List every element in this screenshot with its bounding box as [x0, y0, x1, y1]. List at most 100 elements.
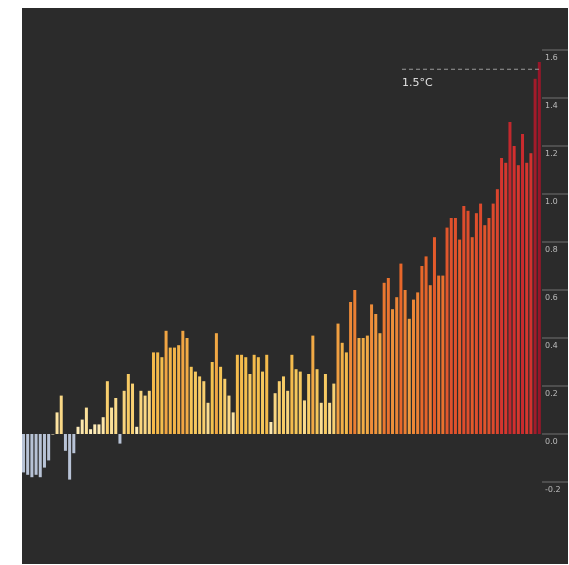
bar-58 — [265, 354, 269, 434]
bar-123 — [537, 62, 541, 434]
bar-94 — [416, 292, 420, 434]
bar-107 — [470, 237, 474, 434]
y-tick-label-2: 0.2 — [545, 389, 558, 398]
bar-26 — [131, 383, 135, 434]
bar-81 — [361, 338, 365, 434]
bar-106 — [466, 210, 470, 434]
y-tick-label-1: 0.0 — [545, 437, 558, 446]
bar-72 — [323, 374, 327, 434]
bar-41 — [193, 371, 197, 434]
bar-37 — [177, 345, 181, 434]
bar-92 — [407, 318, 411, 434]
bar-71 — [319, 402, 323, 434]
bar-76 — [340, 342, 344, 434]
bar-62 — [282, 376, 285, 434]
bar-91 — [403, 290, 407, 434]
bar-75 — [336, 323, 340, 434]
bar-5 — [42, 434, 46, 468]
bar-28 — [139, 390, 143, 434]
bar-34 — [164, 330, 168, 434]
bar-49 — [227, 395, 231, 434]
bar-86 — [382, 282, 386, 434]
bar-63 — [286, 390, 290, 434]
bar-119 — [521, 134, 525, 434]
bar-98 — [432, 237, 436, 434]
bar-7 — [51, 434, 55, 435]
bar-20 — [105, 381, 109, 434]
bar-25 — [126, 374, 130, 434]
bar-95 — [420, 266, 424, 434]
y-tick-label-4: 0.6 — [545, 293, 558, 302]
bar-100 — [441, 275, 445, 434]
bar-84 — [374, 314, 378, 434]
bar-64 — [290, 354, 294, 434]
bar-15 — [84, 407, 88, 434]
bar-108 — [474, 213, 478, 434]
bar-88 — [391, 309, 395, 434]
bar-97 — [428, 285, 432, 434]
bar-43 — [202, 381, 206, 434]
bar-110 — [483, 225, 487, 434]
bar-68 — [307, 374, 311, 434]
bar-36 — [172, 347, 176, 434]
bar-112 — [491, 203, 495, 434]
bar-101 — [445, 227, 449, 434]
bar-52 — [240, 354, 244, 434]
y-tick-label-6: 1.0 — [545, 197, 558, 206]
bar-38 — [181, 330, 185, 434]
bar-102 — [449, 218, 453, 434]
bar-54 — [248, 374, 252, 434]
bar-117 — [512, 146, 516, 434]
bar-6 — [47, 434, 51, 461]
y-tick-label-7: 1.2 — [545, 149, 558, 158]
bar-74 — [332, 383, 336, 434]
bar-14 — [80, 419, 84, 434]
bar-48 — [223, 378, 227, 434]
bar-39 — [185, 338, 189, 434]
threshold-label: 1.5°C — [402, 76, 433, 89]
bar-53 — [244, 357, 248, 434]
bar-18 — [97, 424, 101, 434]
bar-30 — [147, 390, 151, 434]
bar-17 — [93, 424, 97, 434]
bar-78 — [349, 302, 353, 434]
bar-55 — [252, 354, 256, 434]
bar-42 — [198, 376, 202, 434]
bar-0 — [22, 434, 25, 473]
bar-83 — [370, 304, 374, 434]
bar-22 — [114, 398, 118, 434]
y-tick-label-3: 0.4 — [545, 341, 558, 350]
bar-70 — [315, 369, 319, 434]
bar-113 — [495, 189, 499, 434]
bar-59 — [269, 422, 273, 434]
bar-114 — [500, 158, 504, 434]
bar-32 — [156, 352, 160, 434]
bar-89 — [395, 297, 399, 434]
bar-79 — [353, 290, 357, 434]
bar-122 — [533, 78, 537, 435]
bar-45 — [210, 362, 214, 434]
bar-29 — [143, 395, 147, 434]
bar-1 — [26, 434, 30, 475]
bar-11 — [68, 434, 72, 480]
bar-69 — [311, 335, 315, 434]
bar-96 — [424, 256, 428, 434]
bar-103 — [453, 218, 457, 434]
bar-111 — [487, 218, 491, 434]
bar-93 — [412, 299, 415, 434]
bar-104 — [458, 239, 462, 434]
bar-19 — [101, 417, 105, 434]
bar-33 — [160, 357, 164, 434]
bar-27 — [135, 426, 139, 434]
bar-40 — [189, 366, 193, 434]
y-tick-label-8: 1.4 — [545, 101, 558, 110]
bar-65 — [294, 369, 298, 434]
bar-3 — [34, 434, 38, 475]
y-tick-label-5: 0.8 — [545, 245, 558, 254]
bar-9 — [59, 395, 63, 434]
bar-66 — [298, 371, 302, 434]
bar-47 — [219, 366, 223, 434]
y-axis: -0.2 0.0 0.2 0.4 0.6 0.8 1.0 1.2 1.4 1.6 — [542, 49, 568, 494]
bar-57 — [261, 371, 265, 434]
bar-99 — [437, 275, 441, 434]
